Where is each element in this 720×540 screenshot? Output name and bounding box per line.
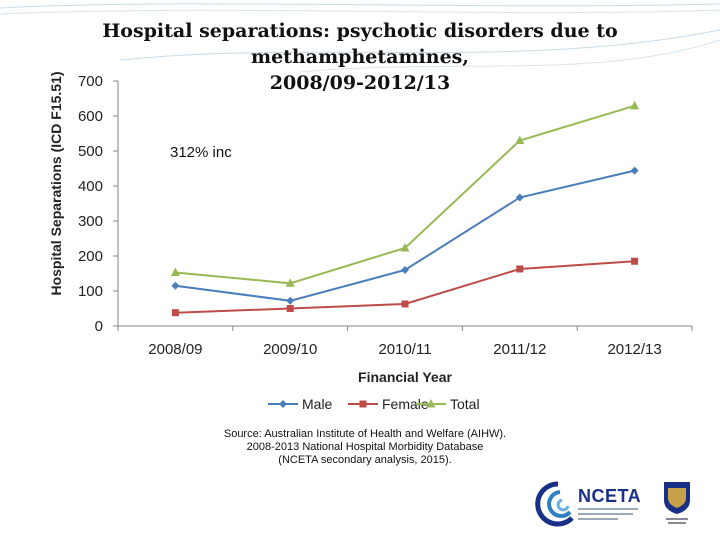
series-line-male bbox=[175, 169, 635, 302]
legend-label-total: Total bbox=[450, 396, 480, 412]
legend-marker-male bbox=[279, 400, 287, 408]
decorative-header-band bbox=[0, 3, 720, 73]
data-point-male bbox=[515, 193, 524, 202]
y-tick-label: 600 bbox=[78, 108, 103, 125]
legend-label-female: Female bbox=[382, 396, 429, 412]
data-point-male bbox=[401, 266, 409, 274]
data-point-male bbox=[171, 281, 180, 290]
x-tick-label: 2008/09 bbox=[148, 341, 202, 358]
source-line-2: 2008-2013 National Hospital Morbidity Da… bbox=[246, 441, 484, 453]
data-point-total bbox=[400, 242, 410, 252]
source-line-3: (NCETA secondary analysis, 2015). bbox=[278, 454, 452, 466]
y-tick-label: 100 bbox=[78, 283, 103, 300]
data-point-total bbox=[515, 135, 525, 144]
data-point-total bbox=[170, 267, 180, 276]
y-tick-label: 700 bbox=[78, 73, 103, 90]
data-point-male bbox=[630, 166, 639, 175]
university-crest-icon bbox=[664, 482, 690, 524]
y-tick-label: 500 bbox=[78, 143, 103, 160]
x-tick-label: 2011/12 bbox=[493, 341, 546, 358]
x-axis-title: Financial Year bbox=[358, 369, 452, 385]
chart-annotation: 312% inc bbox=[170, 144, 232, 161]
data-point-female bbox=[171, 309, 179, 317]
line-chart: 0 100 200 300 400 500 600 700 2008/09 2009/10 2010… bbox=[48, 71, 693, 412]
data-point-female bbox=[286, 305, 294, 312]
x-tick-label: 2012/13 bbox=[607, 341, 661, 358]
slide-title: Hospital separations: psychotic disorder… bbox=[0, 18, 720, 96]
data-point-female bbox=[401, 300, 409, 308]
legend-marker-female bbox=[359, 400, 367, 408]
slide-title-line-2: 2008/09-2012/13 bbox=[269, 72, 451, 94]
nceta-logo-icon bbox=[535, 481, 638, 527]
data-point-total bbox=[285, 278, 295, 287]
slide-title-line-1: Hospital separations: psychotic disorder… bbox=[102, 20, 618, 68]
legend-marker-total bbox=[426, 399, 436, 408]
source-citation: Source: Australian Institute of Health a… bbox=[180, 428, 550, 467]
source-line-1: Source: Australian Institute of Health a… bbox=[223, 428, 507, 440]
data-point-total bbox=[630, 100, 640, 110]
series-line-total bbox=[175, 104, 635, 285]
data-point-female bbox=[516, 265, 524, 273]
y-tick-label: 200 bbox=[78, 248, 103, 265]
y-axis-title: Hospital Separations (ICD F15.51) bbox=[48, 71, 64, 295]
y-tick-label: 300 bbox=[78, 213, 103, 230]
legend-label-male: Male bbox=[302, 396, 333, 412]
nceta-logo-text: NCETA bbox=[578, 486, 642, 506]
y-tick-label: 0 bbox=[95, 318, 103, 335]
y-tick-label: 400 bbox=[78, 178, 103, 195]
x-tick-label: 2009/10 bbox=[263, 341, 317, 358]
x-tick-label: 2010/11 bbox=[378, 341, 431, 358]
data-point-male bbox=[286, 296, 295, 305]
data-point-female bbox=[631, 257, 639, 265]
